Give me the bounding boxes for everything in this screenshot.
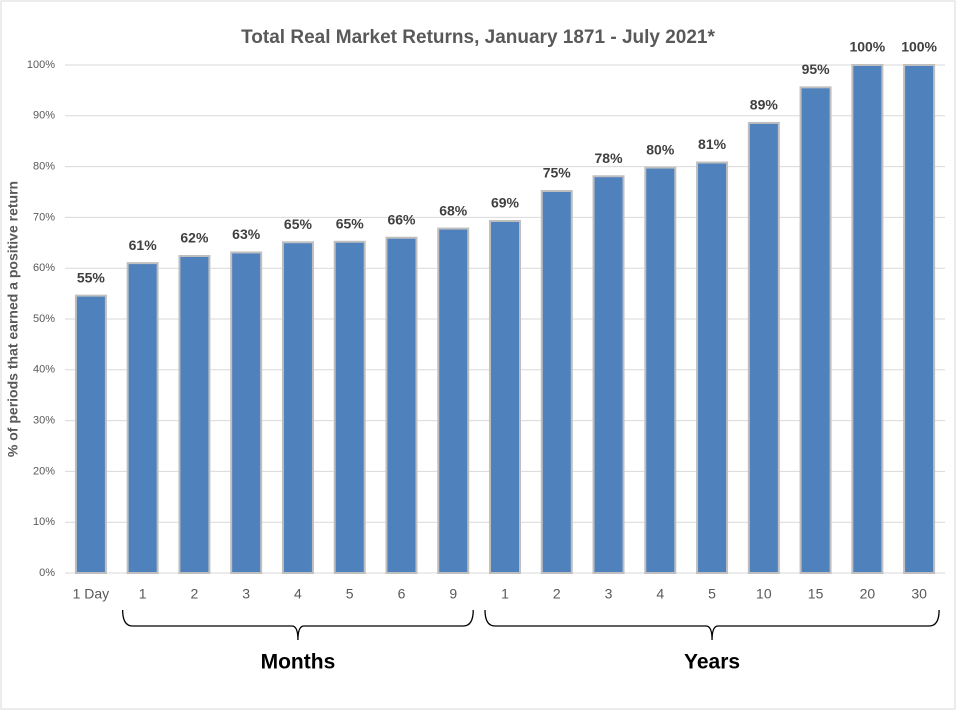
data-label: 78% [595,150,624,166]
data-label: 68% [439,202,468,218]
x-tick-label: 1 Day [73,586,110,602]
x-tick-label: 2 [553,586,561,602]
bar [74,294,107,574]
data-label: 100% [901,39,937,55]
x-tick-label: 9 [449,586,457,602]
data-label: 95% [802,61,831,77]
data-label: 62% [180,230,209,246]
data-label: 63% [232,226,261,242]
bar [851,64,884,574]
bar [592,175,625,574]
data-label: 89% [750,97,779,113]
x-tick-label: 4 [656,586,664,602]
data-label: 55% [77,269,106,285]
bar [903,64,936,574]
bar [799,86,832,575]
data-label: 81% [698,136,727,152]
y-tick-label: 70% [33,211,55,223]
y-tick-label: 80% [33,161,55,173]
x-tick-label: 1 [501,586,509,602]
y-tick-label: 50% [33,313,55,325]
data-label: 69% [491,195,520,211]
y-tick-label: 100% [27,59,55,71]
bar [333,240,366,574]
x-tick-label: 6 [398,586,406,602]
bar [540,189,573,574]
group-bracket [121,609,474,641]
bar [230,251,263,574]
data-label: 75% [543,165,572,181]
x-tick-label: 5 [708,586,716,602]
y-tick-label: 20% [33,465,55,477]
bar [178,255,211,574]
data-label: 61% [129,237,158,253]
y-tick-label: 90% [33,110,55,122]
bar [281,241,314,575]
group-bracket [484,609,940,641]
data-label: 100% [849,39,885,55]
x-tick-label: 4 [294,586,302,602]
bar [385,236,418,574]
y-tick-label: 40% [33,364,55,376]
bar [126,262,159,574]
x-tick-label: 1 [139,586,147,602]
x-tick-label: 3 [605,586,613,602]
x-tick-label: 10 [756,586,772,602]
y-axis-label: % of periods that earned a positive retu… [5,181,21,457]
bar [437,227,470,575]
x-tick-label: 2 [191,586,199,602]
y-tick-label: 60% [33,262,55,274]
x-tick-label: 30 [911,586,927,602]
group-label: Years [684,651,740,674]
x-tick-label: 3 [242,586,250,602]
bar [489,219,521,574]
chart-title: Total Real Market Returns, January 1871 … [241,27,715,48]
data-label: 65% [336,215,365,231]
y-tick-label: 0% [39,567,55,579]
data-label: 65% [284,216,313,232]
x-tick-label: 20 [860,586,876,602]
bar [747,121,780,575]
x-tick-label: 15 [808,586,824,602]
bar [644,166,677,574]
bar [696,161,729,574]
data-label: 66% [387,211,416,227]
data-label: 80% [646,141,675,157]
y-tick-label: 30% [33,415,55,427]
x-tick-label: 5 [346,586,354,602]
group-label: Months [261,651,336,674]
y-tick-label: 10% [33,516,55,528]
